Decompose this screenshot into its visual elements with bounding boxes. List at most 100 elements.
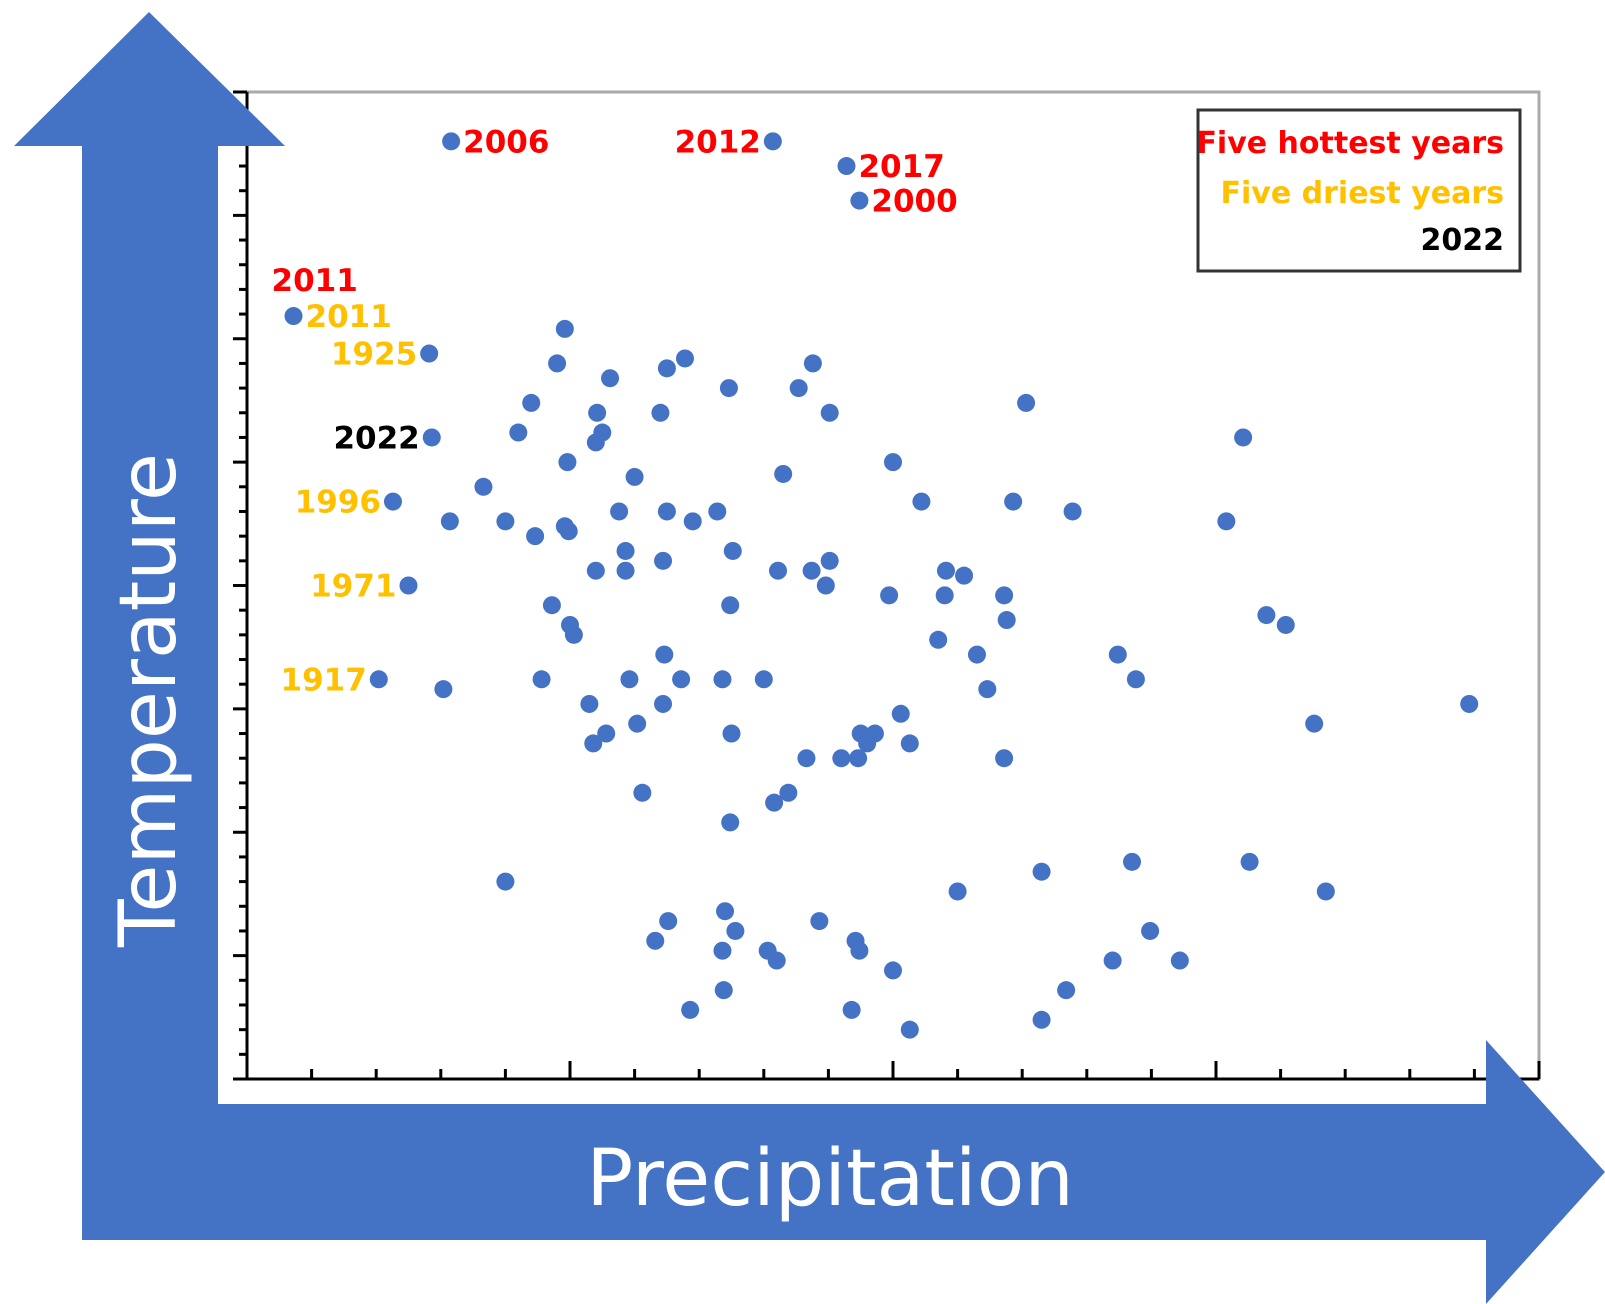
data-point <box>722 724 741 743</box>
data-point <box>1316 882 1335 901</box>
data-point <box>820 403 839 422</box>
data-point <box>765 793 784 812</box>
data-point <box>564 625 583 644</box>
data-point <box>997 611 1016 630</box>
data-point <box>657 359 676 378</box>
data-point <box>708 502 727 521</box>
data-point <box>369 670 388 689</box>
data-point <box>797 749 816 768</box>
data-point <box>1108 645 1127 664</box>
data-point <box>935 586 954 605</box>
data-point <box>683 512 702 531</box>
data-point <box>672 670 691 689</box>
point-year-label: 2022 <box>333 420 419 456</box>
data-point <box>912 492 931 511</box>
data-point <box>580 694 599 713</box>
data-point <box>1257 606 1276 625</box>
temperature-arrow <box>14 12 285 1151</box>
precipitation-arrow <box>82 1040 1605 1304</box>
data-point <box>440 512 459 531</box>
data-point <box>803 354 822 373</box>
data-point <box>1032 1010 1051 1029</box>
data-point <box>880 586 899 605</box>
data-point <box>820 551 839 570</box>
data-point <box>532 670 551 689</box>
data-point <box>555 319 574 338</box>
data-point <box>1305 714 1324 733</box>
data-point <box>995 586 1014 605</box>
data-point <box>726 921 745 940</box>
data-point <box>967 645 986 664</box>
data-point <box>655 645 674 664</box>
legend: Five hottest years Five driest years 202… <box>1196 108 1522 273</box>
data-point <box>620 670 639 689</box>
data-point <box>601 369 620 388</box>
data-point <box>542 596 561 615</box>
legend-box <box>1196 108 1522 273</box>
data-point <box>858 734 877 753</box>
data-point <box>1460 694 1479 713</box>
data-point <box>657 502 676 521</box>
data-point <box>1276 615 1295 634</box>
data-point <box>769 561 788 580</box>
data-point <box>681 1000 700 1019</box>
data-point <box>522 393 541 412</box>
data-point <box>1063 502 1082 521</box>
data-point <box>1240 852 1259 871</box>
data-point <box>816 576 835 595</box>
data-point <box>559 522 578 541</box>
data-point <box>884 961 902 980</box>
data-point <box>1141 921 1160 940</box>
data-point <box>779 783 798 802</box>
point-year-label: 1996 <box>295 485 381 521</box>
data-point <box>716 902 735 921</box>
data-point <box>1032 862 1051 881</box>
point-year-label: 2011 <box>272 263 358 299</box>
data-point <box>496 512 515 531</box>
data-point <box>586 561 605 580</box>
data-point <box>929 630 948 649</box>
data-point <box>584 734 603 753</box>
data-point <box>1123 852 1142 871</box>
legend-entry-driest: Five driest years <box>1221 176 1504 211</box>
data-point <box>948 882 967 901</box>
data-point <box>754 670 773 689</box>
point-year-label: 2006 <box>463 124 549 160</box>
data-point <box>714 981 733 1000</box>
point-year-label: 2012 <box>675 124 761 160</box>
data-point <box>1017 393 1036 412</box>
data-point <box>496 872 515 891</box>
data-point <box>625 467 644 486</box>
data-point <box>616 561 635 580</box>
data-point <box>810 912 829 931</box>
data-point <box>767 951 786 970</box>
data-point <box>509 423 528 442</box>
data-point <box>422 428 441 447</box>
data-point <box>850 941 869 960</box>
data-point <box>675 349 694 368</box>
data-point <box>763 132 782 151</box>
point-year-label: 2011 <box>306 299 392 335</box>
data-point <box>802 561 821 580</box>
data-point <box>383 492 402 511</box>
data-point <box>548 354 567 373</box>
data-point <box>654 551 673 570</box>
data-point <box>1170 951 1189 970</box>
data-point <box>586 433 605 452</box>
data-point <box>789 379 808 398</box>
legend-entry-2022: 2022 <box>1421 223 1505 258</box>
data-point <box>849 749 868 768</box>
data-point <box>1004 492 1023 511</box>
data-point <box>588 403 607 422</box>
data-point <box>713 670 732 689</box>
data-point <box>1217 512 1236 531</box>
data-point <box>434 680 453 699</box>
data-point <box>955 566 974 585</box>
point-year-label: 1971 <box>310 569 396 605</box>
data-point <box>526 527 545 546</box>
data-point <box>774 464 793 483</box>
point-year-label: 2017 <box>858 149 944 185</box>
data-point <box>1234 428 1253 447</box>
data-point <box>723 541 742 560</box>
